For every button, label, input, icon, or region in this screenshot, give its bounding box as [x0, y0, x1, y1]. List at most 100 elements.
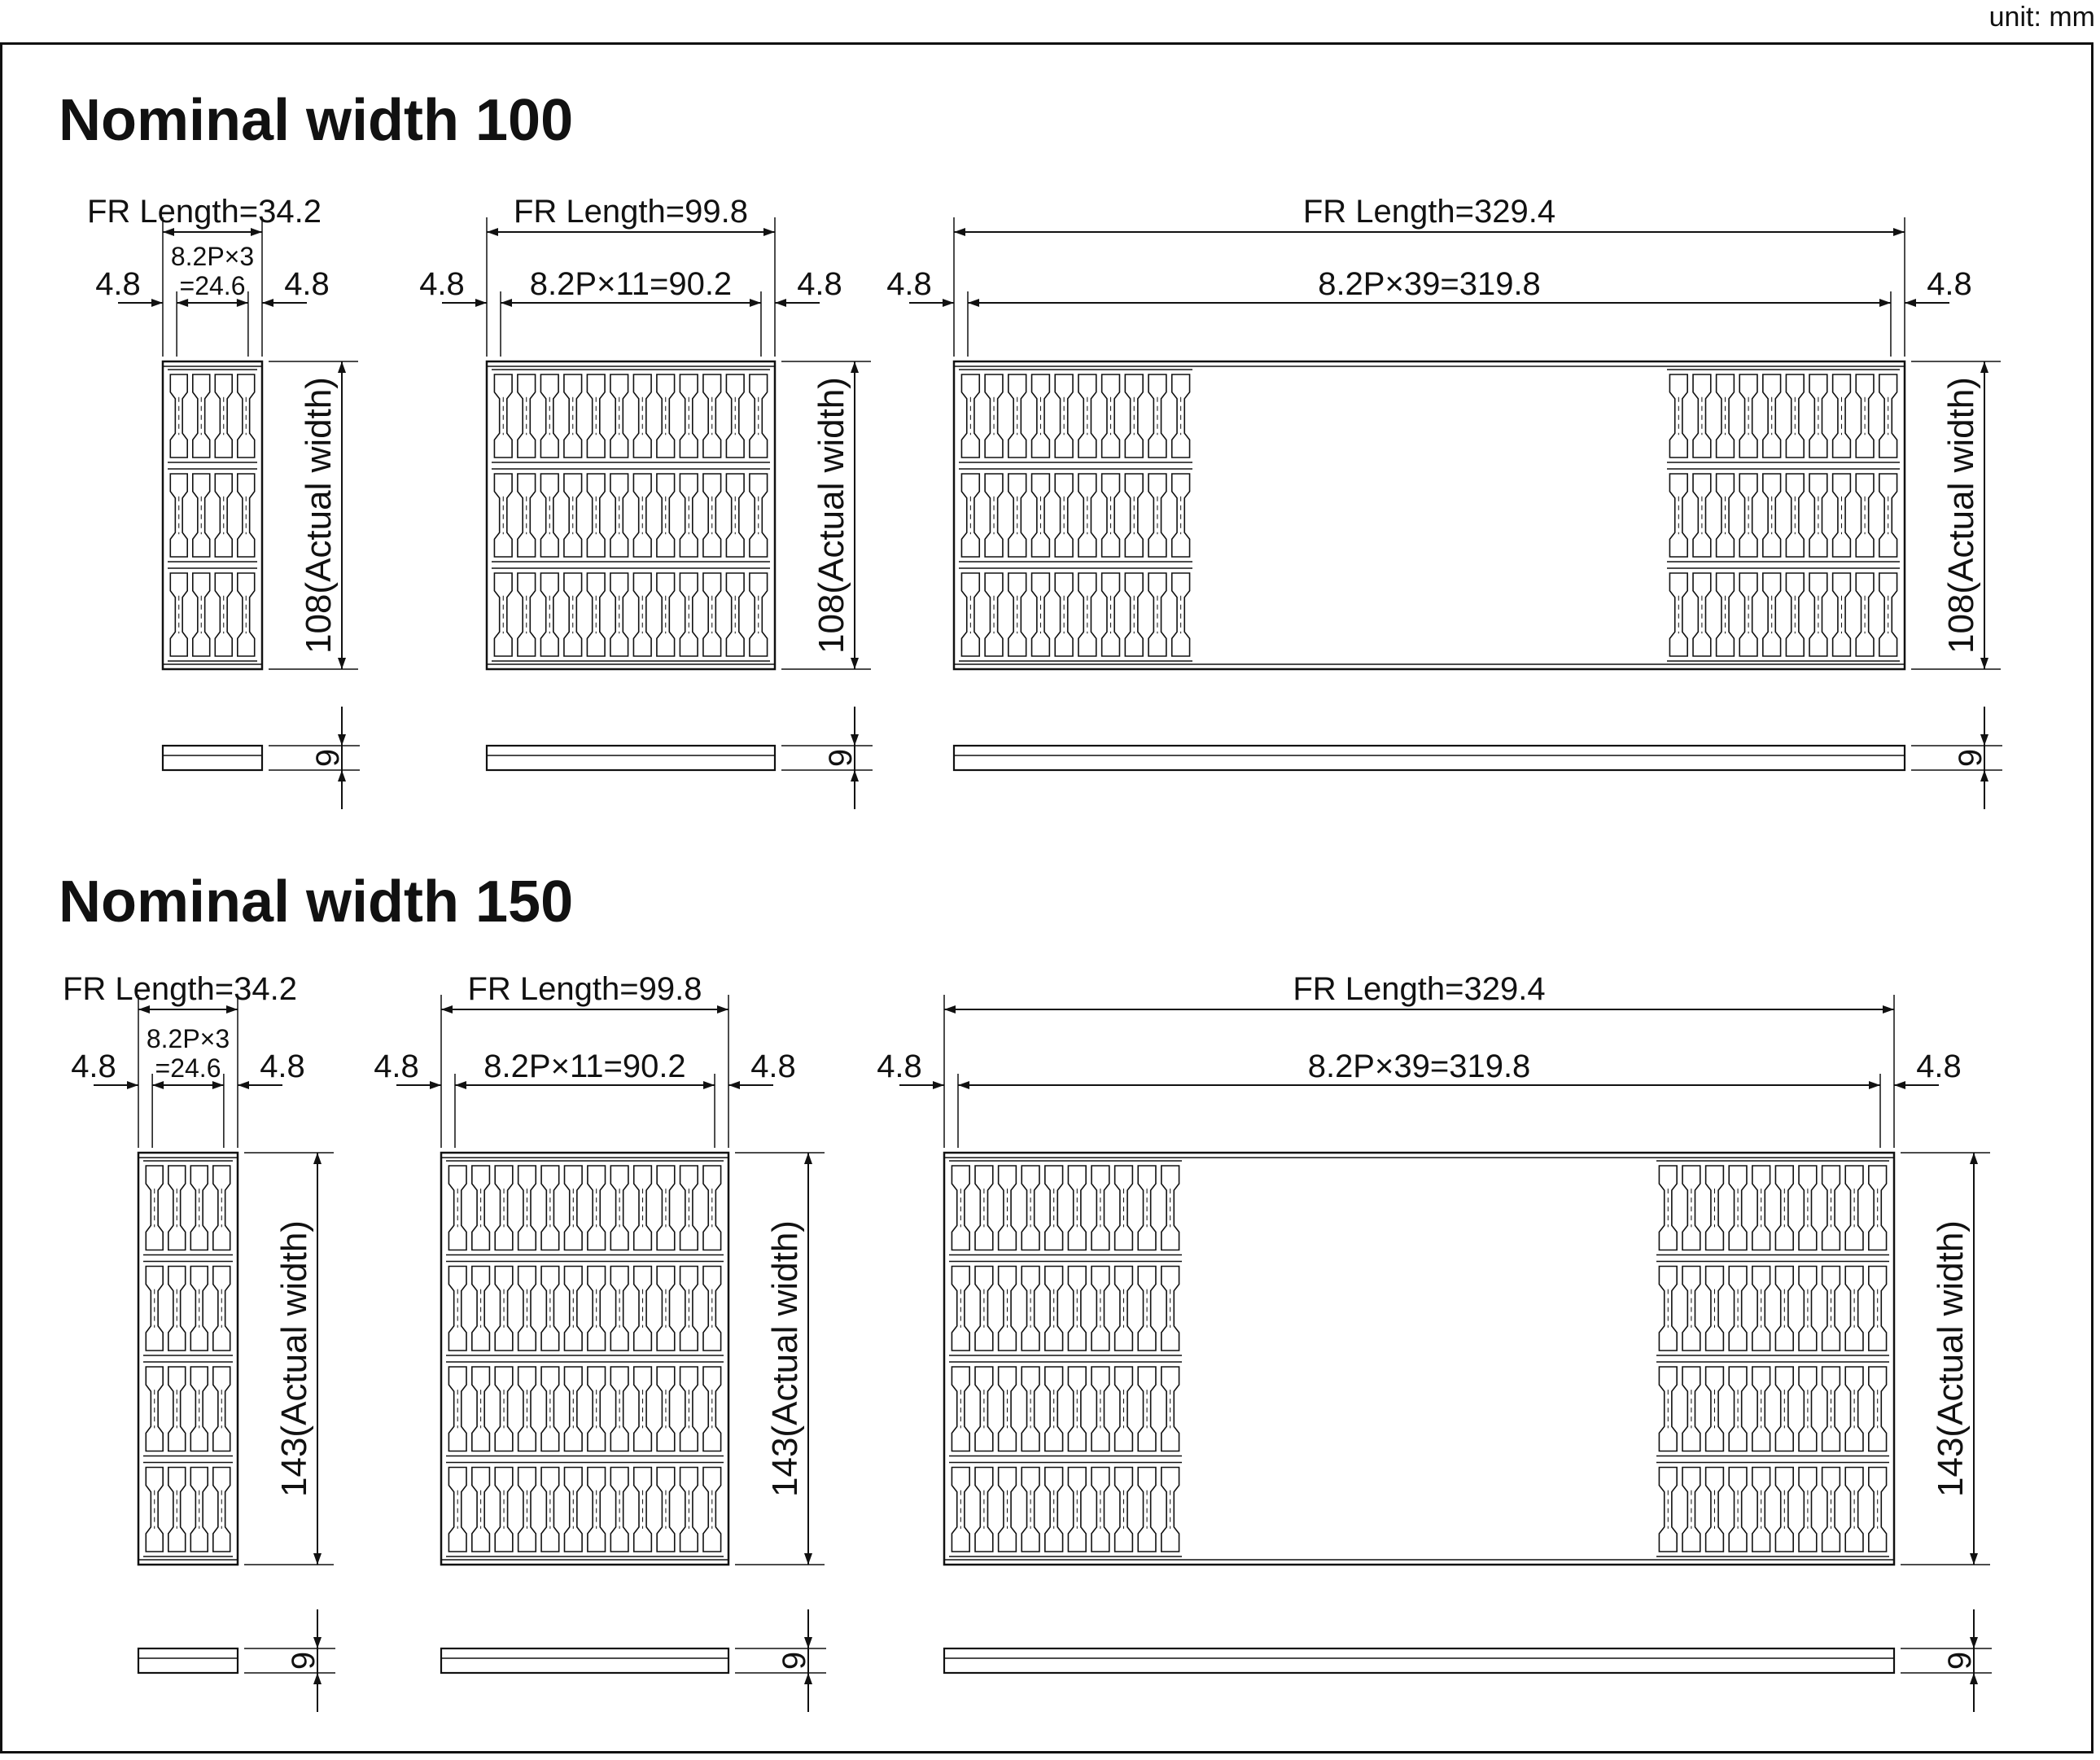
pitch-dimension-head-r [703, 1081, 715, 1089]
chain-link [1091, 1265, 1110, 1351]
belt-drawing-1-0: FR Length=34.2 8.2P×3=24.6 4.8 4.8 143(Actua… [63, 971, 335, 1712]
chain-link [540, 1165, 560, 1251]
thickness-head-t [313, 1637, 322, 1648]
chain-link [1785, 374, 1805, 458]
thickness-head-b [1970, 1673, 1978, 1684]
pitch-label: =24.6 [155, 1053, 221, 1083]
left-margin-arrow-head [430, 1081, 441, 1089]
chain-link [1831, 473, 1852, 558]
chain-link [563, 473, 583, 558]
chain-link [540, 1265, 560, 1351]
chain-link [1030, 473, 1051, 558]
chain-link [448, 1466, 467, 1552]
chain-link [1148, 473, 1167, 558]
chain-link [1682, 1366, 1701, 1452]
thickness-label: 9 [777, 1652, 812, 1670]
belt-side-view [485, 744, 777, 772]
chain-link [960, 572, 981, 657]
chain-link [984, 572, 1004, 657]
chain-link [1798, 1265, 1818, 1351]
thickness-label: 9 [310, 749, 346, 767]
chain-link [563, 1265, 583, 1351]
chain-link [517, 572, 536, 657]
chain-link [1137, 1466, 1157, 1552]
chain-link [679, 473, 698, 558]
chain-link [587, 1366, 606, 1452]
chain-link [192, 572, 211, 657]
left-margin-arrow-head [151, 299, 163, 307]
chain-link [1137, 1165, 1157, 1251]
thickness-label: 9 [1953, 749, 1988, 767]
chain-link [1113, 1265, 1134, 1351]
chain-link [1067, 1466, 1087, 1552]
chain-link [1809, 374, 1828, 458]
chain-link [1739, 374, 1758, 458]
belt-plan-outline [137, 1151, 239, 1566]
chain-link [493, 473, 513, 558]
chain-link [1868, 1165, 1888, 1251]
chain-link [237, 473, 256, 558]
chain-link [1809, 473, 1828, 558]
fr-length-label: FR Length=34.2 [63, 971, 297, 1007]
pitch-dimension-head-r [1868, 1081, 1880, 1089]
fr-length-label: FR Length=34.2 [87, 194, 322, 230]
right-margin-arrow-head [728, 1081, 740, 1089]
actual-width-dimension-head-t [851, 361, 859, 373]
chain-link [1821, 1265, 1841, 1351]
chain-link [1715, 473, 1735, 558]
chain-link [1752, 1466, 1771, 1552]
chain-link [656, 1165, 676, 1251]
chain-link [1021, 1265, 1040, 1351]
chain-link [1844, 1265, 1864, 1351]
chain-link [1091, 1366, 1110, 1452]
chain-link [540, 572, 559, 657]
chain-link [1728, 1366, 1748, 1452]
chain-link [1728, 1265, 1748, 1351]
chain-link [1855, 374, 1875, 458]
chain-link [984, 473, 1004, 558]
right-margin-label: 4.8 [260, 1049, 305, 1084]
chain-link [190, 1366, 208, 1452]
chain-link [749, 473, 768, 558]
chain-link [951, 1366, 970, 1452]
chain-link [1692, 572, 1712, 657]
chain-link [517, 1366, 537, 1452]
belt-drawing-1-2: FR Length=329.4 8.2P×39=319.8 4.8 4.8 143(Ac… [877, 971, 1992, 1712]
chain-link [212, 1265, 231, 1351]
chain-link [632, 473, 652, 558]
chain-link [610, 1366, 629, 1452]
chain-link [1067, 1165, 1087, 1251]
chain-link [587, 1165, 606, 1251]
chain-link [563, 1366, 583, 1452]
section-0: FR Length=34.2 8.2P×3=24.6 4.8 4.8 108(Actua… [87, 194, 2002, 809]
left-margin-label: 4.8 [71, 1049, 116, 1084]
chain-link [1113, 1366, 1134, 1452]
pitch-dimension-head-l [968, 299, 980, 307]
chain-link [725, 572, 745, 657]
chain-link [1113, 1165, 1134, 1251]
chain-link [1170, 473, 1191, 558]
pitch-dimension-head-r [236, 299, 248, 307]
chain-link [1669, 572, 1688, 657]
chain-link [656, 1265, 676, 1351]
fr-length-label: FR Length=99.8 [514, 194, 748, 230]
chain-link [1044, 1165, 1064, 1251]
chain-link [632, 1265, 653, 1351]
thickness-head-b [1980, 770, 1988, 781]
chain-link [169, 572, 188, 657]
chain-link [1692, 374, 1712, 458]
chain-link [610, 1265, 629, 1351]
chain-link [1762, 572, 1782, 657]
fr-length-dimension-head-r [763, 228, 775, 236]
chain-link [951, 1466, 970, 1552]
chain-link [1161, 1165, 1180, 1251]
chain-link [1137, 1265, 1157, 1351]
thickness-label: 9 [1942, 1652, 1978, 1670]
chain-link [1161, 1366, 1180, 1452]
chain-link [517, 1466, 537, 1552]
left-margin-label: 4.8 [374, 1049, 419, 1084]
chain-link [1148, 572, 1167, 657]
chain-link [610, 572, 629, 657]
chain-link [237, 374, 256, 458]
thickness-label: 9 [286, 1652, 322, 1670]
